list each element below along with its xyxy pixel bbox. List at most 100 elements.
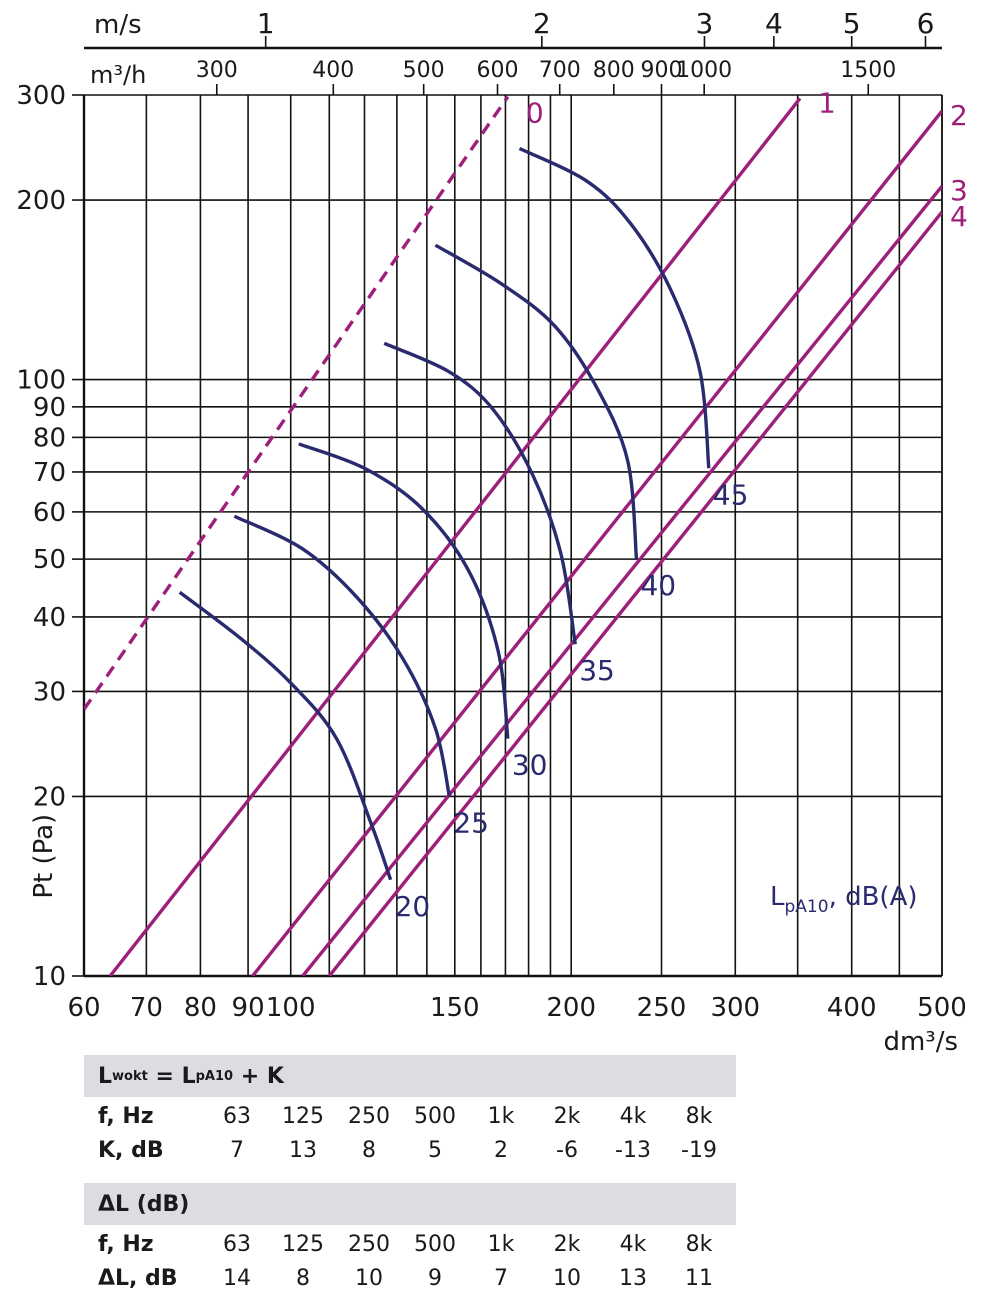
table-cell: 250: [348, 1231, 390, 1257]
table-cell: 9: [428, 1265, 442, 1291]
x-tick-label: 250: [637, 993, 687, 1023]
y-tick-label: 100: [16, 366, 66, 396]
y-tick-label: 300: [16, 81, 66, 111]
table-cell: -19: [681, 1137, 717, 1163]
curve-legend-note-sub: pA10: [785, 897, 829, 917]
table-k-row-freq-label: f, Hz: [98, 1103, 154, 1129]
throttle-line-4: [327, 210, 942, 976]
x-tick-label: 100: [266, 993, 316, 1023]
y-tick-label: 200: [16, 186, 66, 216]
sound-curve-label-30: 30: [512, 749, 548, 782]
y-tick-label: 20: [33, 782, 66, 812]
table-cell: 63: [223, 1231, 251, 1257]
throttle-label-2: 2: [950, 99, 968, 132]
top-flow-tick-label: 500: [403, 58, 445, 83]
table-delta-l-header-text: ΔL (dB): [98, 1191, 190, 1217]
table-delta-l-row-freq-label: f, Hz: [98, 1231, 154, 1257]
x-tick-label: 70: [130, 993, 163, 1023]
table-delta-l-header: ΔL (dB): [84, 1183, 736, 1225]
sound-curve-label-35: 35: [579, 654, 615, 687]
sound-curve-label-25: 25: [453, 806, 489, 839]
table-cell: -13: [615, 1137, 651, 1163]
table-cell: 500: [414, 1231, 456, 1257]
x-tick-label: 300: [710, 993, 760, 1023]
table-cell: 2k: [553, 1103, 581, 1129]
table-k-header-main: L: [98, 1063, 113, 1089]
top-flow-tick-label: 400: [312, 58, 354, 83]
table-cell: 8k: [685, 1103, 713, 1129]
table-cell: 10: [355, 1265, 383, 1291]
table-cell: 1k: [487, 1103, 515, 1129]
top-velocity-axis-label: m/s: [94, 10, 142, 40]
top-flow-tick-label: 1000: [676, 58, 732, 83]
table-cell: 125: [282, 1231, 324, 1257]
throttle-line-1: [108, 97, 802, 976]
table-cell: 8: [296, 1265, 310, 1291]
table-cell: 8k: [685, 1231, 713, 1257]
sound-curve-30: [298, 442, 510, 739]
table-delta-l: ΔL (dB) f, Hz 63 125 250 500 1k 2k 4k 8k ΔL, dB…: [84, 1183, 736, 1295]
sound-curve-20: [178, 590, 393, 881]
throttle-line-2: [251, 109, 942, 976]
y-tick-label: 80: [33, 423, 66, 453]
curve-legend-note: LpA10, dB(A): [770, 882, 918, 917]
throttle-label-4: 4: [950, 200, 968, 233]
y-tick-label: 40: [33, 603, 66, 633]
table-cell: 1k: [487, 1231, 515, 1257]
throttle-label-1: 1: [818, 86, 836, 119]
sound-curve-25: [233, 514, 452, 797]
top-flow-tick-label: 900: [641, 58, 683, 83]
table-cell: 5: [428, 1137, 442, 1163]
table-k-header-sub2: pA10: [195, 1068, 234, 1084]
top-flow-tick-label: 600: [477, 58, 519, 83]
table-k-header-sub: wokt: [112, 1068, 148, 1084]
top-flow-tick-label: 800: [593, 58, 635, 83]
y-tick-label: 10: [33, 962, 66, 992]
x-tick-label: 60: [67, 993, 100, 1023]
table-cell: 2: [494, 1137, 508, 1163]
x-tick-label: 150: [430, 993, 480, 1023]
table-cell: 7: [494, 1265, 508, 1291]
sound-curve-label-20: 20: [395, 890, 431, 923]
y-tick-label: 50: [33, 545, 66, 575]
top-flow-tick-label: 1500: [840, 58, 896, 83]
sound-curve-45: [518, 146, 711, 469]
table-cell: 11: [685, 1265, 713, 1291]
sound-curve-35: [383, 341, 577, 645]
top-velocity-tick-label: 3: [696, 7, 714, 40]
table-cell: 13: [289, 1137, 317, 1163]
y-tick-label: 60: [33, 498, 66, 528]
table-cell: 2k: [553, 1231, 581, 1257]
table-cell: 10: [553, 1265, 581, 1291]
top-velocity-tick-label: 2: [533, 7, 551, 40]
top-velocity-tick-label: 6: [917, 7, 935, 40]
x-axis-label: dm³/s: [883, 1027, 958, 1057]
table-cell: -6: [556, 1137, 578, 1163]
top-velocity-tick-label: 1: [257, 7, 275, 40]
top-flow-axis-label: m³/h: [90, 61, 146, 89]
table-cell: 125: [282, 1103, 324, 1129]
table-cell: 4k: [619, 1103, 647, 1129]
y-tick-label: 70: [33, 458, 66, 488]
curve-legend-note-rest: , dB(A): [829, 882, 918, 912]
table-cell: 4k: [619, 1231, 647, 1257]
sound-curve-label-45: 45: [713, 478, 749, 511]
table-cell: 250: [348, 1103, 390, 1129]
table-k-header-rest: + K: [233, 1063, 284, 1089]
y-tick-label: 90: [33, 393, 66, 423]
throttle-line-0: [84, 95, 510, 711]
table-k-row-k-label: K, dB: [98, 1137, 164, 1163]
sound-curve-40: [434, 243, 639, 560]
x-tick-label: 500: [917, 993, 967, 1023]
table-cell: 13: [619, 1265, 647, 1291]
top-velocity-tick-label: 5: [843, 7, 861, 40]
table-k-header-eq: = L: [147, 1063, 196, 1089]
x-tick-label: 90: [232, 993, 265, 1023]
table-cell: 8: [362, 1137, 376, 1163]
throttle-label-3: 3: [950, 174, 968, 207]
table-delta-l-row-dl-label: ΔL, dB: [98, 1265, 178, 1291]
top-flow-tick-label: 700: [539, 58, 581, 83]
